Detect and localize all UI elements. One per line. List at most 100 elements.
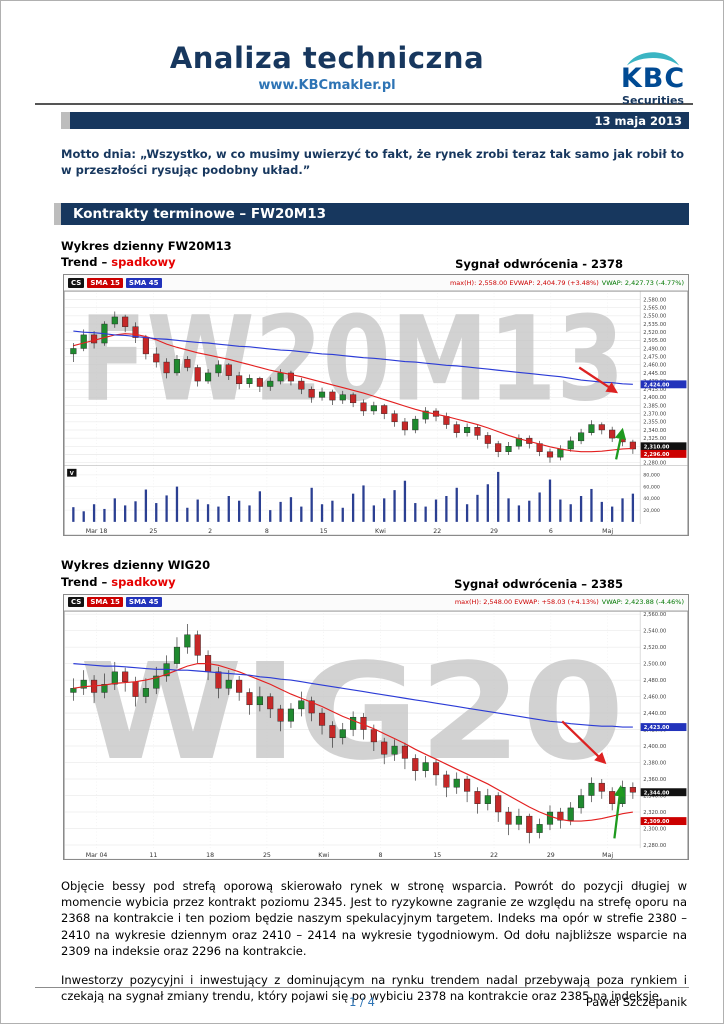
svg-text:2,370.00: 2,370.00 [643,412,666,418]
svg-text:15: 15 [320,528,328,535]
section-header: Kontrakty terminowe – FW20M13 [54,202,689,225]
svg-text:2,340.00: 2,340.00 [643,793,666,799]
svg-text:25: 25 [149,528,157,535]
svg-text:2,400.00: 2,400.00 [643,744,666,750]
website-link[interactable]: www.KBCmakler.pl [258,78,396,93]
fw20m13-daily-chart: CS SMA 15 SMA 45 max(H): 2,558.00 EVWAP: 2,… [63,274,689,537]
svg-text:2,355.00: 2,355.00 [643,420,666,426]
svg-text:15: 15 [433,852,441,859]
svg-text:2,320.00: 2,320.00 [643,810,666,816]
svg-text:2,310.00: 2,310.00 [644,444,670,450]
svg-text:2,565.00: 2,565.00 [643,306,666,312]
candlestick-chart: 2,280.002,295.002,310.002,325.002,340.00… [64,291,688,536]
svg-text:2,325.00: 2,325.00 [643,436,666,442]
svg-text:22: 22 [433,528,441,535]
chart1-trend: Trend – spadkowy [61,255,176,270]
legend-chip: CS [68,277,85,288]
svg-text:2,480.00: 2,480.00 [643,678,666,684]
chart2-toolbar: CS SMA 15 SMA 45 max(H): 2,548.00 EVWAP: +5… [64,594,688,611]
chart2-caption: Wykres dzienny WIG20 Trend – spadkowy Sy… [61,557,689,590]
svg-text:Maj: Maj [602,528,613,535]
chart2-trend: Trend – spadkowy [61,575,176,590]
chart1-caption: Wykres dzienny FW20M13 Trend – spadkowy … [61,238,689,271]
wig20-daily-chart: CS SMA 15 SMA 45 max(H): 2,548.00 EVWAP: +5… [63,593,689,861]
report-date: 13 maja 2013 [594,113,682,128]
svg-text:2,500.00: 2,500.00 [643,661,666,667]
header-divider [35,103,693,105]
motto-text: Motto dnia: „Wszystko, w co musimy uwier… [61,147,685,178]
svg-text:2,385.00: 2,385.00 [643,403,666,409]
legend-chip: CS [68,597,85,608]
chart-info-text: max(H): 2,548.00 EVWAP: +58.03 (+4.13%) [454,598,599,607]
svg-text:29: 29 [490,528,498,535]
svg-text:2,445.00: 2,445.00 [643,371,666,377]
svg-text:2,440.00: 2,440.00 [643,711,666,717]
chart-info-text: VWAP: 2,427.73 (-4.77%) [601,278,684,287]
svg-text:2,344.00: 2,344.00 [644,790,670,796]
svg-text:2,340.00: 2,340.00 [643,428,666,434]
svg-text:60,000: 60,000 [643,484,660,490]
svg-text:2,415.00: 2,415.00 [643,387,666,393]
svg-text:Mar 04: Mar 04 [86,852,108,859]
svg-text:6: 6 [549,528,553,535]
svg-text:8: 8 [265,528,269,535]
svg-text:80,000: 80,000 [643,473,660,479]
chart2-title: Wykres dzienny WIG20 [61,558,211,573]
svg-text:2,475.00: 2,475.00 [643,354,666,360]
svg-text:40,000: 40,000 [643,496,660,502]
svg-text:2,550.00: 2,550.00 [643,314,666,320]
author-name: Paweł Szczepanik [585,995,687,1009]
chart1-signal-level: Sygnał odwrócenia - 2378 [455,257,623,271]
svg-text:FW20M13: FW20M13 [80,292,625,427]
svg-text:2,460.00: 2,460.00 [643,694,666,700]
header: Analiza techniczna www.KBCmakler.pl KBC … [1,1,723,106]
svg-text:2,380.00: 2,380.00 [643,760,666,766]
trend-value: spadkowy [111,255,176,270]
svg-text:2,535.00: 2,535.00 [643,322,666,328]
svg-text:2,460.00: 2,460.00 [643,363,666,369]
legend-chip: SMA 45 [125,597,162,608]
section-title: Kontrakty terminowe – FW20M13 [73,205,327,222]
svg-text:11: 11 [149,852,157,859]
svg-text:20,000: 20,000 [643,508,660,514]
svg-text:2,560.00: 2,560.00 [643,612,666,618]
svg-text:2,300.00: 2,300.00 [643,826,666,832]
page-title: Analiza techniczna [169,41,485,75]
svg-text:2,540.00: 2,540.00 [643,628,666,634]
svg-text:2,490.00: 2,490.00 [643,346,666,352]
svg-text:Maj: Maj [602,852,613,859]
svg-text:WIG20: WIG20 [80,635,625,790]
analysis-paragraph-1: Objęcie bessy pod strefą oporową skierow… [61,879,687,958]
candlestick-chart: 2,280.00 2,300.00 2,320.00 2,340.00 2,360.00… [64,610,688,860]
svg-text:18: 18 [206,852,214,859]
svg-text:2: 2 [208,528,212,535]
svg-text:2,309.00: 2,309.00 [644,819,670,825]
svg-text:V: V [70,471,74,477]
kbc-swoosh-icon [626,52,680,66]
svg-text:Kwi: Kwi [318,852,329,859]
svg-text:2,360.00: 2,360.00 [643,777,666,783]
chart-info-text: max(H): 2,558.00 EVWAP: 2,404.79 (+3.48%… [449,278,599,287]
chart1-plot: 2,280.002,295.002,310.002,325.002,340.00… [64,291,688,536]
svg-text:2,424.00: 2,424.00 [644,382,670,388]
chart1-toolbar: CS SMA 15 SMA 45 max(H): 2,558.00 EVWAP: 2,… [64,275,688,291]
svg-text:2,280.00: 2,280.00 [643,460,666,466]
svg-text:2,520.00: 2,520.00 [643,645,666,651]
svg-text:2,423.00: 2,423.00 [644,725,670,731]
kbc-securities-label: Securities [622,94,684,107]
chart1-title: Wykres dzienny FW20M13 [61,238,232,253]
legend-chip: SMA 45 [125,277,162,288]
svg-text:2,296.00: 2,296.00 [644,452,670,458]
legend-chip: SMA 15 [87,277,123,288]
kbc-brand: KBC [620,63,686,94]
svg-text:22: 22 [490,852,498,859]
svg-text:Mar 18: Mar 18 [86,528,108,535]
chart2-plot: 2,280.00 2,300.00 2,320.00 2,340.00 2,360.00… [64,610,688,860]
date-bar: 13 maja 2013 [61,112,689,129]
svg-text:2,280.00: 2,280.00 [643,843,666,849]
legend-chip: SMA 15 [87,597,123,608]
svg-text:2,505.00: 2,505.00 [643,338,666,344]
svg-text:25: 25 [263,852,271,859]
svg-text:2,580.00: 2,580.00 [643,297,666,303]
